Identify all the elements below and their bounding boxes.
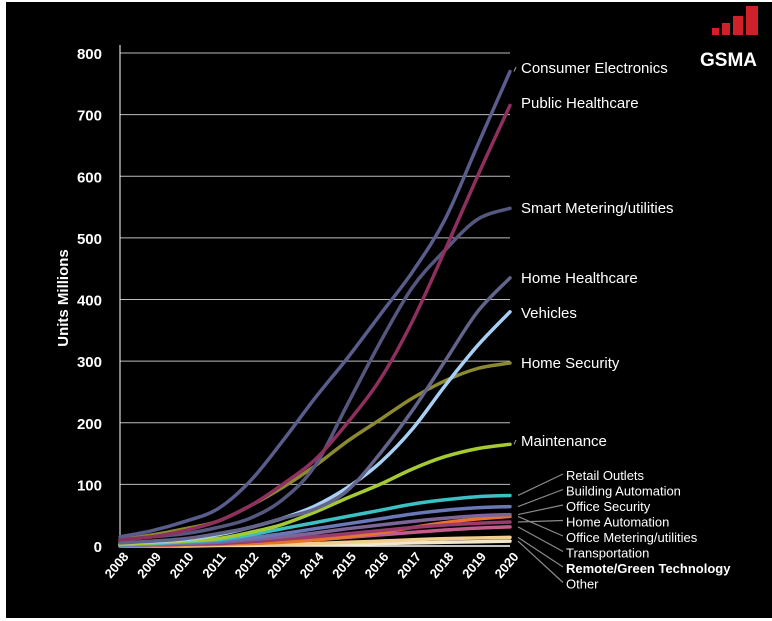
series-label-home-automation: Home Automation [566, 515, 669, 530]
logo-bar [746, 6, 758, 35]
logo-bar [712, 28, 719, 35]
series-label-transportation: Transportation [566, 546, 649, 561]
y-tick-label: 400 [77, 293, 102, 310]
leader-line [517, 504, 564, 516]
series-line-public-healthcare [118, 103, 512, 542]
y-tick-label: 600 [77, 169, 102, 186]
logo-bar [733, 16, 743, 35]
leader-line [517, 540, 564, 583]
series-line-home-healthcare [118, 276, 512, 545]
series-label-office-metering-utilities: Office Metering/utilities [566, 530, 698, 545]
leader-line [517, 526, 564, 553]
leader-line [517, 519, 564, 523]
leader-line [513, 66, 517, 72]
series-label-smart-metering-utilities: Smart Metering/utilities [521, 200, 674, 217]
series-label-vehicles: Vehicles [521, 305, 577, 322]
series-label-home-healthcare: Home Healthcare [521, 270, 638, 287]
y-tick-label: 100 [77, 477, 102, 494]
series-label-remote-green-technology: Remote/Green Technology [566, 561, 731, 576]
leader-line [517, 488, 564, 508]
logo-bar [722, 23, 730, 35]
series-label-retail-outlets: Retail Outlets [566, 468, 645, 483]
series-label-other: Other [566, 577, 599, 592]
y-tick-label: 300 [77, 354, 102, 371]
y-axis-label: Units Millions [55, 249, 72, 347]
series-labels: Consumer Electronics Public Healthcare Sma… [513, 60, 731, 592]
series-lines [118, 69, 512, 548]
y-tick-label: 500 [77, 231, 102, 248]
y-tick-label: 200 [77, 416, 102, 433]
y-tick-label: 700 [77, 108, 102, 125]
gsma-logo: GSMA [700, 6, 758, 71]
leader-line [517, 473, 564, 497]
logo-text: GSMA [700, 50, 757, 71]
leader-line [513, 439, 517, 445]
y-tick-label: 800 [77, 46, 102, 63]
series-label-office-security: Office Security [566, 499, 651, 514]
series-line-consumer-electronics [118, 69, 512, 539]
grid-lines [120, 52, 510, 485]
series-label-home-security: Home Security [521, 355, 620, 372]
series-label-consumer-electronics: Consumer Electronics [521, 60, 668, 77]
leader-line [517, 536, 564, 568]
y-tick-label: 0 [94, 539, 102, 556]
series-label-public-healthcare: Public Healthcare [521, 95, 639, 112]
chart-background [6, 2, 772, 618]
series-label-maintenance: Maintenance [521, 433, 607, 450]
series-label-building-automation: Building Automation [566, 484, 681, 499]
leader-line [517, 515, 564, 537]
